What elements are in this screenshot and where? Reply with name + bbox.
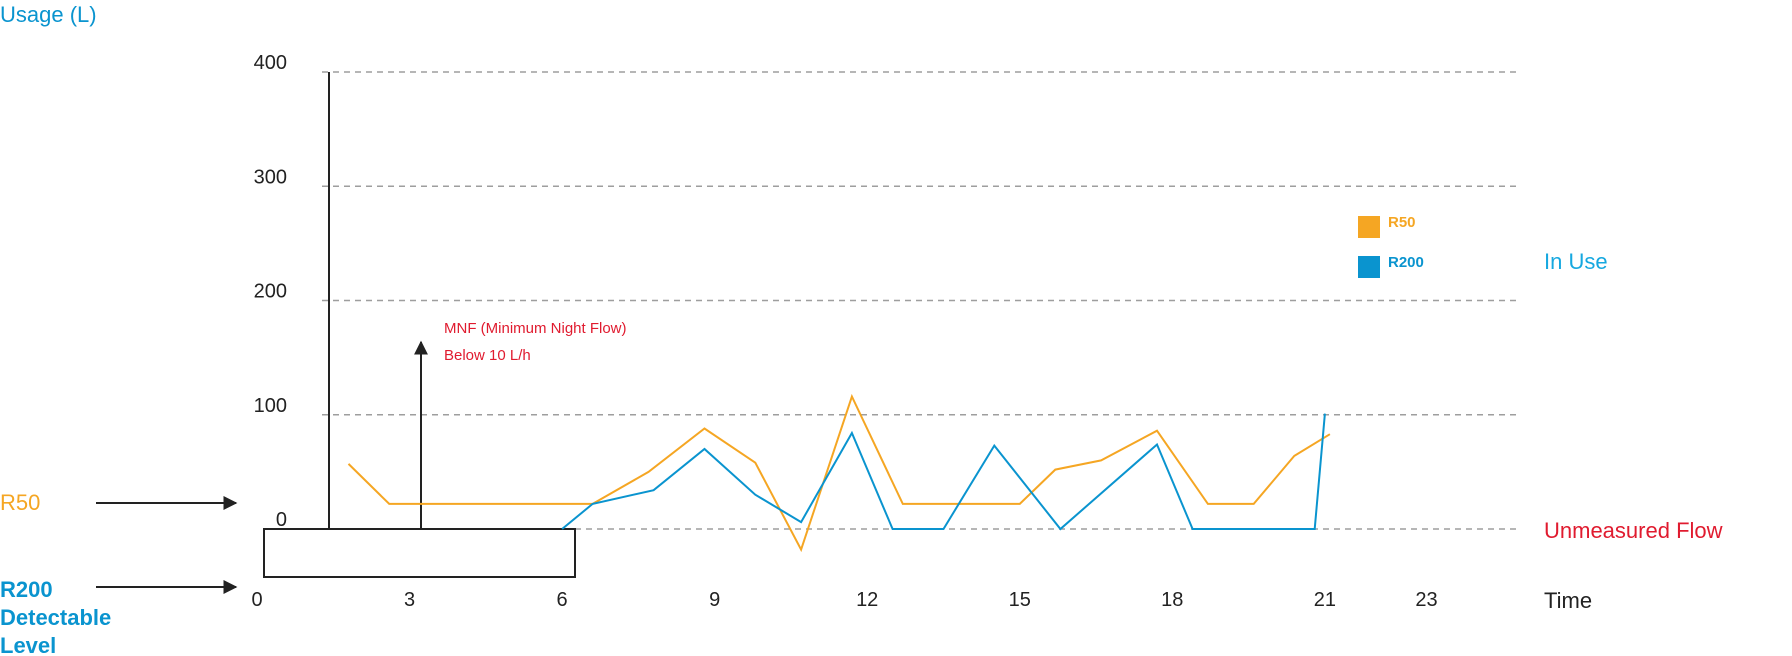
y-tick-label: 200 — [254, 281, 287, 303]
r50-indicator-label: R50 — [0, 490, 40, 515]
legend-swatch-r200 — [1358, 256, 1380, 278]
data-series — [347, 393, 1331, 553]
y-axis-title: Usage (L) — [0, 2, 97, 27]
legend-label-r50: R50 — [1388, 214, 1416, 231]
series-line-r200 — [561, 413, 1326, 531]
x-tick-label: 6 — [557, 589, 568, 611]
unmeasured-flow-label: Unmeasured Flow — [1544, 518, 1723, 543]
x-tick-label: 3 — [404, 589, 415, 611]
x-tick-label: 9 — [709, 589, 720, 611]
time-axis-label: Time — [1544, 588, 1592, 613]
y-tick-label: 400 — [254, 52, 287, 74]
x-tick-label: 12 — [856, 589, 878, 611]
legend-swatch-r50 — [1358, 216, 1380, 238]
r200-indicator-line3: Level — [0, 633, 56, 656]
x-tick-label: 15 — [1009, 589, 1031, 611]
x-tick-label: 18 — [1161, 589, 1183, 611]
legend-label-r200: R200 — [1388, 254, 1424, 271]
r200-indicator-line2: Detectable — [0, 605, 111, 630]
r200-indicator-line1: R200 — [0, 577, 53, 602]
y-tick-labels: 0 100 200 300 400 — [254, 52, 287, 531]
mnf-annotation-line1: MNF (Minimum Night Flow) — [444, 320, 627, 337]
x-tick-labels: 0 3 6 9 12 15 18 21 23 — [251, 589, 1437, 611]
x-tick-label: 23 — [1415, 589, 1437, 611]
x-tick-label: 21 — [1314, 589, 1336, 611]
series-line-r50 — [347, 393, 1331, 553]
in-use-label: In Use — [1544, 249, 1608, 274]
gridlines — [322, 71, 1518, 530]
y-tick-label: 300 — [254, 166, 287, 188]
mnf-annotation-line2: Below 10 L/h — [444, 347, 531, 364]
y-tick-label: 100 — [254, 395, 287, 417]
mnf-box — [263, 528, 576, 578]
x-tick-label: 0 — [251, 589, 262, 611]
y-tick-label: 0 — [276, 509, 287, 531]
legend: R50 R200 — [1358, 214, 1424, 278]
r200-indicator-label: R200 Detectable Level — [0, 577, 117, 656]
